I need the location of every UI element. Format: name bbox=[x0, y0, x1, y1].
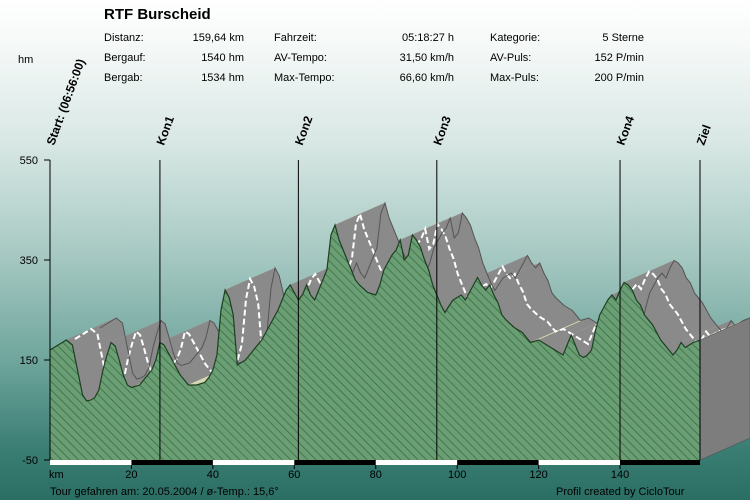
marker-label: Ziel bbox=[694, 123, 714, 147]
y-tick-label: 350 bbox=[20, 255, 38, 267]
marker-label: Kon1 bbox=[154, 114, 178, 147]
y-tick-label: 150 bbox=[20, 355, 38, 367]
stat-label-bergauf: Bergauf: bbox=[104, 52, 146, 64]
stat-label-av-tempo: AV-Tempo: bbox=[274, 52, 327, 64]
stat-label-kategorie: Kategorie: bbox=[490, 32, 541, 44]
stat-value-fahrzeit: 05:18:27 h bbox=[402, 32, 454, 44]
stat-value-distanz: 159,64 km bbox=[192, 32, 244, 44]
stat-value-max-puls: 200 P/min bbox=[594, 72, 644, 84]
x-axis-label: km bbox=[49, 469, 64, 481]
stat-label-max-tempo: Max-Tempo: bbox=[274, 72, 335, 84]
x-tick-label: 120 bbox=[529, 469, 547, 481]
elevation-line bbox=[49, 223, 701, 402]
x-axis-segment bbox=[294, 460, 376, 465]
x-tick-label: 80 bbox=[370, 469, 382, 481]
marker-label: Kon3 bbox=[430, 114, 454, 147]
marker-label: Kon2 bbox=[292, 114, 316, 147]
marker-label: Kon4 bbox=[614, 114, 638, 147]
footer-tour-info: Tour gefahren am: 20.05.2004 / ø-Temp.: … bbox=[50, 486, 279, 498]
stat-label-fahrzeit: Fahrzeit: bbox=[274, 32, 317, 44]
stat-label-av-puls: AV-Puls: bbox=[490, 52, 532, 64]
stat-label-bergab: Bergab: bbox=[104, 72, 143, 84]
stat-value-max-tempo: 66,60 km/h bbox=[399, 72, 454, 84]
stat-value-bergauf: 1540 hm bbox=[201, 52, 244, 64]
stat-value-av-tempo: 31,50 km/h bbox=[399, 52, 454, 64]
side-face bbox=[699, 317, 750, 461]
ridge-back-line bbox=[99, 201, 750, 380]
x-tick-label: 60 bbox=[288, 469, 300, 481]
x-axis-segment bbox=[457, 460, 539, 465]
stat-value-av-puls: 152 P/min bbox=[594, 52, 644, 64]
x-axis-segment bbox=[131, 460, 213, 465]
y-tick-label: -50 bbox=[22, 455, 38, 467]
tour-title: RTF Burscheid bbox=[104, 6, 211, 23]
stat-label-distanz: Distanz: bbox=[104, 32, 144, 44]
marker-label: Start: (06:56:00) bbox=[44, 57, 88, 147]
y-axis-label: hm bbox=[18, 54, 33, 66]
stat-value-bergab: 1534 hm bbox=[201, 72, 244, 84]
x-axis-segment bbox=[620, 460, 700, 465]
x-tick-label: 140 bbox=[611, 469, 629, 481]
x-tick-label: 100 bbox=[448, 469, 466, 481]
footer-credit: Profil created by CicloTour bbox=[556, 486, 685, 498]
stat-label-max-puls: Max-Puls: bbox=[490, 72, 539, 84]
stat-value-kategorie: 5 Sterne bbox=[602, 32, 644, 44]
x-tick-label: 40 bbox=[207, 469, 219, 481]
elevation-area bbox=[50, 225, 700, 460]
y-tick-label: 550 bbox=[20, 155, 38, 167]
x-tick-label: 20 bbox=[125, 469, 137, 481]
